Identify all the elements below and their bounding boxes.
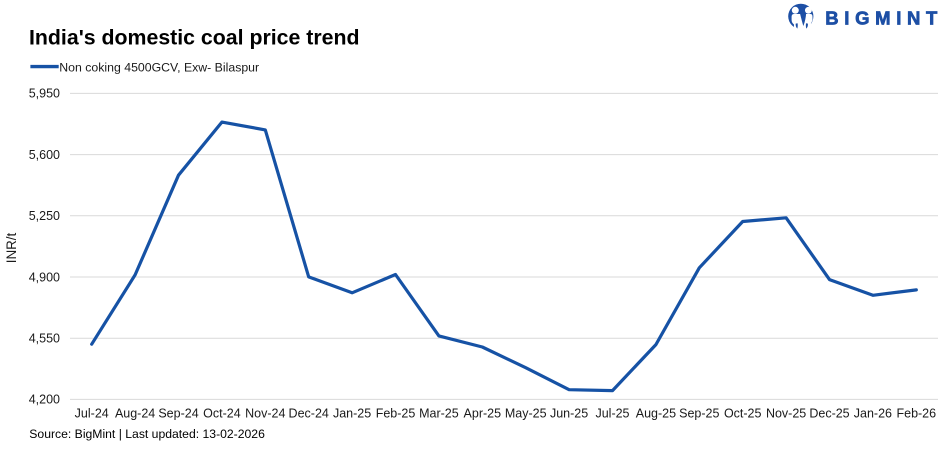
svg-text:4,900: 4,900 [29, 270, 60, 284]
svg-text:BIGMINT: BIGMINT [825, 7, 943, 28]
svg-text:May-25: May-25 [505, 406, 547, 420]
svg-text:Nov-25: Nov-25 [766, 406, 806, 420]
svg-text:Feb-25: Feb-25 [376, 406, 416, 420]
svg-text:Dec-24: Dec-24 [289, 406, 329, 420]
svg-text:Jun-25: Jun-25 [550, 406, 588, 420]
svg-text:4,550: 4,550 [29, 332, 60, 346]
svg-text:Jan-25: Jan-25 [333, 406, 371, 420]
svg-text:Aug-24: Aug-24 [115, 406, 155, 420]
svg-text:Dec-25: Dec-25 [809, 406, 849, 420]
svg-text:Jan-26: Jan-26 [854, 406, 892, 420]
svg-text:4,200: 4,200 [29, 393, 60, 407]
svg-text:Sep-24: Sep-24 [158, 406, 198, 420]
svg-text:5,600: 5,600 [29, 148, 60, 162]
svg-text:Sep-25: Sep-25 [679, 406, 719, 420]
svg-text:India's domestic coal price tr: India's domestic coal price trend [29, 25, 360, 49]
svg-text:Aug-25: Aug-25 [636, 406, 676, 420]
svg-text:5,250: 5,250 [29, 209, 60, 223]
svg-text:Nov-24: Nov-24 [245, 406, 285, 420]
svg-text:Apr-25: Apr-25 [464, 406, 502, 420]
svg-text:Jul-25: Jul-25 [595, 406, 629, 420]
svg-text:Oct-25: Oct-25 [724, 406, 762, 420]
svg-text:Source: BigMint | Last updated: Source: BigMint | Last updated: 13-02-20… [29, 427, 265, 441]
svg-text:5,950: 5,950 [29, 87, 60, 101]
svg-text:Jul-24: Jul-24 [75, 406, 109, 420]
svg-text:Non coking 4500GCV, Exw- Bilas: Non coking 4500GCV, Exw- Bilaspur [59, 60, 259, 74]
svg-text:Oct-24: Oct-24 [203, 406, 241, 420]
svg-text:Feb-26: Feb-26 [896, 406, 936, 420]
svg-text:Mar-25: Mar-25 [419, 406, 459, 420]
svg-text:INR/t: INR/t [4, 232, 19, 263]
